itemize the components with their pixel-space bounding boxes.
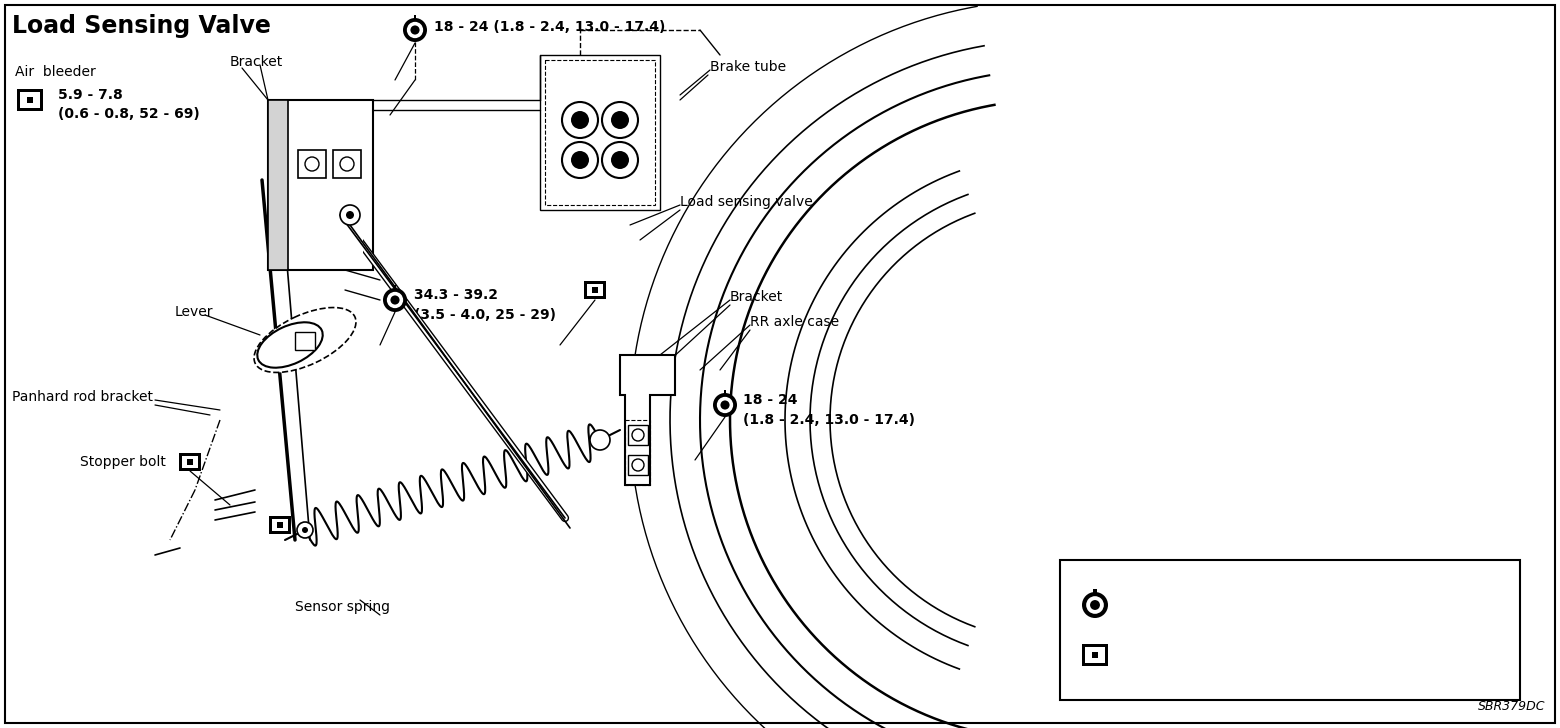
Circle shape: [602, 142, 638, 178]
Bar: [268, 516, 292, 534]
Bar: [413, 15, 417, 19]
Text: Load Sensing Valve: Load Sensing Valve: [12, 14, 271, 38]
Bar: [393, 285, 396, 289]
Polygon shape: [268, 100, 373, 270]
Bar: [591, 287, 597, 293]
Bar: [1094, 589, 1097, 593]
Polygon shape: [289, 115, 363, 255]
Circle shape: [571, 151, 590, 169]
Circle shape: [384, 288, 407, 312]
Text: 5.9 - 7.8: 5.9 - 7.8: [58, 88, 123, 102]
Bar: [17, 89, 44, 111]
Bar: [724, 390, 727, 394]
Bar: [183, 456, 198, 468]
Bar: [187, 459, 193, 465]
Bar: [1059, 560, 1519, 700]
Text: SBR379DC: SBR379DC: [1477, 700, 1544, 713]
Bar: [629, 425, 647, 445]
Bar: [1083, 644, 1108, 666]
Text: (1.8 - 2.4, 13.0 - 17.4): (1.8 - 2.4, 13.0 - 17.4): [743, 413, 916, 427]
Circle shape: [303, 527, 307, 533]
Text: Bracket: Bracket: [229, 55, 284, 69]
Circle shape: [1083, 592, 1108, 618]
Circle shape: [612, 151, 629, 169]
Text: Bracket: Bracket: [730, 290, 783, 304]
Text: Air  bleeder: Air bleeder: [16, 65, 95, 79]
Bar: [278, 522, 282, 528]
Text: : N•m (kg-m, ft-lb): : N•m (kg-m, ft-lb): [1115, 595, 1243, 609]
Text: 18 - 24: 18 - 24: [743, 393, 797, 407]
Bar: [629, 455, 647, 475]
Bar: [540, 55, 660, 210]
Polygon shape: [619, 355, 675, 485]
Text: (3.5 - 4.0, 25 - 29): (3.5 - 4.0, 25 - 29): [413, 308, 555, 322]
Circle shape: [296, 522, 314, 538]
Circle shape: [562, 142, 597, 178]
Polygon shape: [268, 100, 289, 270]
Bar: [544, 60, 655, 205]
Circle shape: [602, 102, 638, 138]
Circle shape: [632, 429, 644, 441]
Text: (0.6 - 0.8, 52 - 69): (0.6 - 0.8, 52 - 69): [58, 107, 200, 121]
Text: Stopper bolt: Stopper bolt: [80, 455, 165, 469]
Bar: [583, 281, 605, 299]
Bar: [295, 332, 315, 350]
Text: : N•m (kg-m, in-lb): : N•m (kg-m, in-lb): [1115, 645, 1246, 659]
Text: 18 - 24 (1.8 - 2.4, 13.0 - 17.4): 18 - 24 (1.8 - 2.4, 13.0 - 17.4): [434, 20, 666, 34]
Circle shape: [632, 459, 644, 471]
Text: Brake tube: Brake tube: [710, 60, 786, 74]
Text: Load sensing valve: Load sensing valve: [680, 195, 813, 209]
Circle shape: [340, 157, 354, 171]
Bar: [27, 97, 33, 103]
Bar: [332, 150, 360, 178]
Circle shape: [306, 157, 318, 171]
Circle shape: [571, 111, 590, 129]
Circle shape: [718, 397, 733, 414]
Circle shape: [721, 400, 730, 410]
Circle shape: [410, 25, 420, 34]
Circle shape: [346, 211, 354, 219]
Circle shape: [402, 18, 427, 42]
Circle shape: [407, 22, 423, 38]
Circle shape: [387, 292, 402, 308]
Text: Sensor spring: Sensor spring: [295, 600, 390, 614]
Circle shape: [340, 205, 360, 225]
Bar: [1092, 652, 1098, 658]
Bar: [1086, 647, 1104, 663]
Bar: [626, 420, 651, 485]
Bar: [271, 519, 289, 531]
Ellipse shape: [257, 323, 323, 368]
Text: Lever: Lever: [175, 305, 214, 319]
Circle shape: [713, 393, 736, 417]
Text: 34.3 - 39.2: 34.3 - 39.2: [413, 288, 498, 302]
Circle shape: [612, 111, 629, 129]
Ellipse shape: [254, 307, 356, 373]
Bar: [179, 453, 201, 471]
Bar: [298, 150, 326, 178]
Circle shape: [562, 102, 597, 138]
Text: Panhard rod bracket: Panhard rod bracket: [12, 390, 153, 404]
Circle shape: [390, 296, 399, 304]
Circle shape: [1090, 600, 1100, 610]
Bar: [587, 284, 604, 296]
Circle shape: [590, 430, 610, 450]
Bar: [20, 92, 41, 108]
Circle shape: [1086, 596, 1104, 614]
Text: RR axle case: RR axle case: [750, 315, 839, 329]
